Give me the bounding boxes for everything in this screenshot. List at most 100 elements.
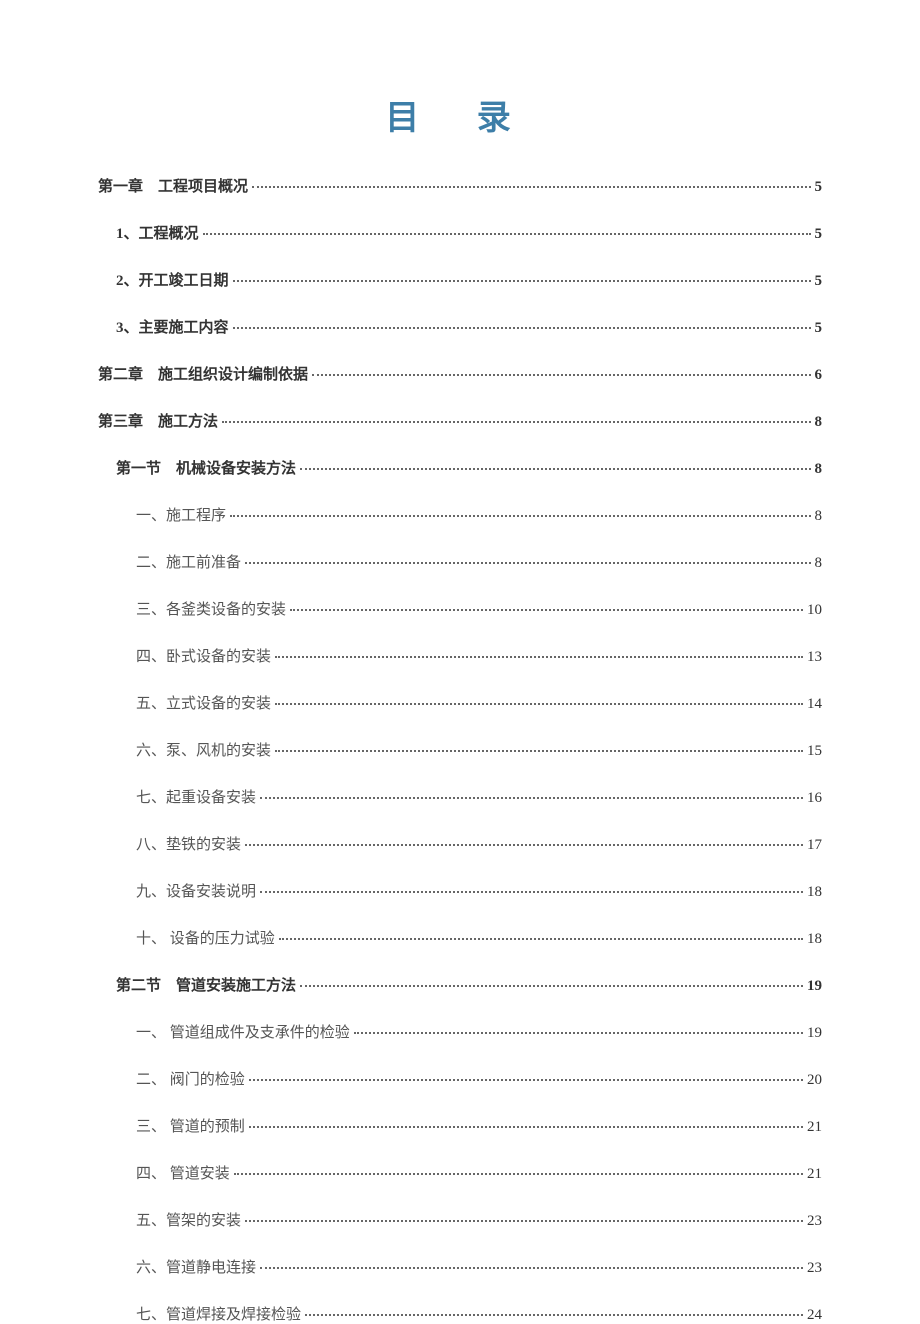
toc-entry: 1、工程概况 5 [98,222,822,243]
toc-entry-label: 第一章 工程项目概况 [98,175,248,196]
toc-dot-leader [233,280,811,282]
toc-dot-leader [300,468,810,470]
toc-entry-page: 15 [807,743,822,760]
toc-entry-page: 19 [807,1025,822,1042]
toc-dot-leader [245,1220,803,1222]
toc-entry-label: 三、 管道的预制 [136,1115,245,1136]
toc-entry: 第三章 施工方法 8 [98,410,822,431]
toc-dot-leader [312,374,810,376]
toc-dot-leader [249,1126,803,1128]
toc-entry: 六、泵、风机的安装 15 [98,739,822,760]
toc-entry-label: 2、开工竣工日期 [116,269,229,290]
toc-entry: 七、起重设备安装 16 [98,786,822,807]
toc-dot-leader [260,1267,803,1269]
toc-entry-page: 5 [815,179,823,196]
toc-dot-leader [290,609,803,611]
toc-entry-page: 8 [815,414,823,431]
toc-entry: 八、垫铁的安装 17 [98,833,822,854]
toc-entry-page: 24 [807,1307,822,1324]
table-of-contents: 第一章 工程项目概况 5 1、工程概况 5 2、开工竣工日期 5 3、主要施工内容 5 第二章 … [98,175,822,1324]
toc-dot-leader [230,515,810,517]
toc-entry-label: 三、各釜类设备的安装 [136,598,286,619]
toc-entry-page: 8 [815,508,823,525]
toc-entry: 2、开工竣工日期 5 [98,269,822,290]
toc-dot-leader [354,1032,803,1034]
toc-dot-leader [203,233,811,235]
toc-entry-label: 六、管道静电连接 [136,1256,256,1277]
toc-entry-label: 3、主要施工内容 [116,316,229,337]
toc-entry-page: 14 [807,696,822,713]
toc-dot-leader [252,186,810,188]
toc-entry-page: 18 [807,884,822,901]
toc-entry-label: 第二节 管道安装施工方法 [116,974,296,995]
toc-dot-leader [245,844,803,846]
toc-entry: 一、 管道组成件及支承件的检验 19 [98,1021,822,1042]
toc-entry: 十、 设备的压力试验18 [98,927,822,948]
toc-entry-page: 20 [807,1072,822,1089]
toc-entry-page: 6 [815,367,823,384]
toc-entry-label: 八、垫铁的安装 [136,833,241,854]
toc-dot-leader [279,938,803,940]
toc-entry-label: 1、工程概况 [116,222,199,243]
toc-entry: 一、施工程序 8 [98,504,822,525]
toc-entry-label: 第二章 施工组织设计编制依据 [98,363,308,384]
toc-entry-label: 六、泵、风机的安装 [136,739,271,760]
toc-entry: 二、 阀门的检验 20 [98,1068,822,1089]
toc-entry: 四、 管道安装 21 [98,1162,822,1183]
toc-entry-label: 七、管道焊接及焊接检验 [136,1303,301,1324]
toc-entry: 第一节 机械设备安装方法 8 [98,457,822,478]
toc-entry-page: 8 [815,461,823,478]
toc-entry-label: 第三章 施工方法 [98,410,218,431]
toc-entry: 七、管道焊接及焊接检验 24 [98,1303,822,1324]
toc-dot-leader [260,797,803,799]
toc-entry-label: 五、立式设备的安装 [136,692,271,713]
toc-entry-page: 10 [807,602,822,619]
toc-dot-leader [300,985,803,987]
toc-entry: 九、设备安装说明 18 [98,880,822,901]
toc-entry-page: 21 [807,1119,822,1136]
toc-entry-label: 第一节 机械设备安装方法 [116,457,296,478]
toc-entry-label: 四、卧式设备的安装 [136,645,271,666]
toc-entry: 第二节 管道安装施工方法 19 [98,974,822,995]
toc-entry-label: 十、 设备的压力试验 [136,927,275,948]
toc-entry-page: 23 [807,1213,822,1230]
toc-entry-page: 13 [807,649,822,666]
toc-entry-label: 九、设备安装说明 [136,880,256,901]
toc-entry: 六、管道静电连接 23 [98,1256,822,1277]
toc-dot-leader [234,1173,803,1175]
toc-entry-label: 一、 管道组成件及支承件的检验 [136,1021,350,1042]
toc-entry-page: 23 [807,1260,822,1277]
toc-dot-leader [245,562,810,564]
toc-entry: 第二章 施工组织设计编制依据 6 [98,363,822,384]
toc-entry: 3、主要施工内容 5 [98,316,822,337]
toc-dot-leader [222,421,810,423]
toc-entry: 三、各釜类设备的安装 10 [98,598,822,619]
toc-entry-page: 16 [807,790,822,807]
toc-entry-page: 21 [807,1166,822,1183]
toc-entry-label: 五、管架的安装 [136,1209,241,1230]
toc-dot-leader [233,327,811,329]
toc-entry: 三、 管道的预制 21 [98,1115,822,1136]
document-title: 目 录 [98,90,822,139]
toc-dot-leader [275,750,803,752]
toc-entry-page: 8 [815,555,823,572]
toc-entry: 二、施工前准备 8 [98,551,822,572]
toc-entry-page: 5 [815,273,823,290]
toc-dot-leader [260,891,803,893]
toc-entry-label: 二、施工前准备 [136,551,241,572]
toc-entry-label: 七、起重设备安装 [136,786,256,807]
toc-entry: 第一章 工程项目概况 5 [98,175,822,196]
toc-dot-leader [249,1079,803,1081]
toc-dot-leader [275,703,803,705]
toc-entry-label: 二、 阀门的检验 [136,1068,245,1089]
toc-entry-page: 17 [807,837,822,854]
toc-dot-leader [275,656,803,658]
toc-entry-page: 5 [815,320,823,337]
toc-entry-label: 四、 管道安装 [136,1162,230,1183]
toc-entry-page: 19 [807,978,822,995]
toc-dot-leader [305,1314,803,1316]
toc-entry: 五、管架的安装 23 [98,1209,822,1230]
toc-entry-label: 一、施工程序 [136,504,226,525]
toc-entry: 五、立式设备的安装 14 [98,692,822,713]
toc-entry-page: 5 [815,226,823,243]
